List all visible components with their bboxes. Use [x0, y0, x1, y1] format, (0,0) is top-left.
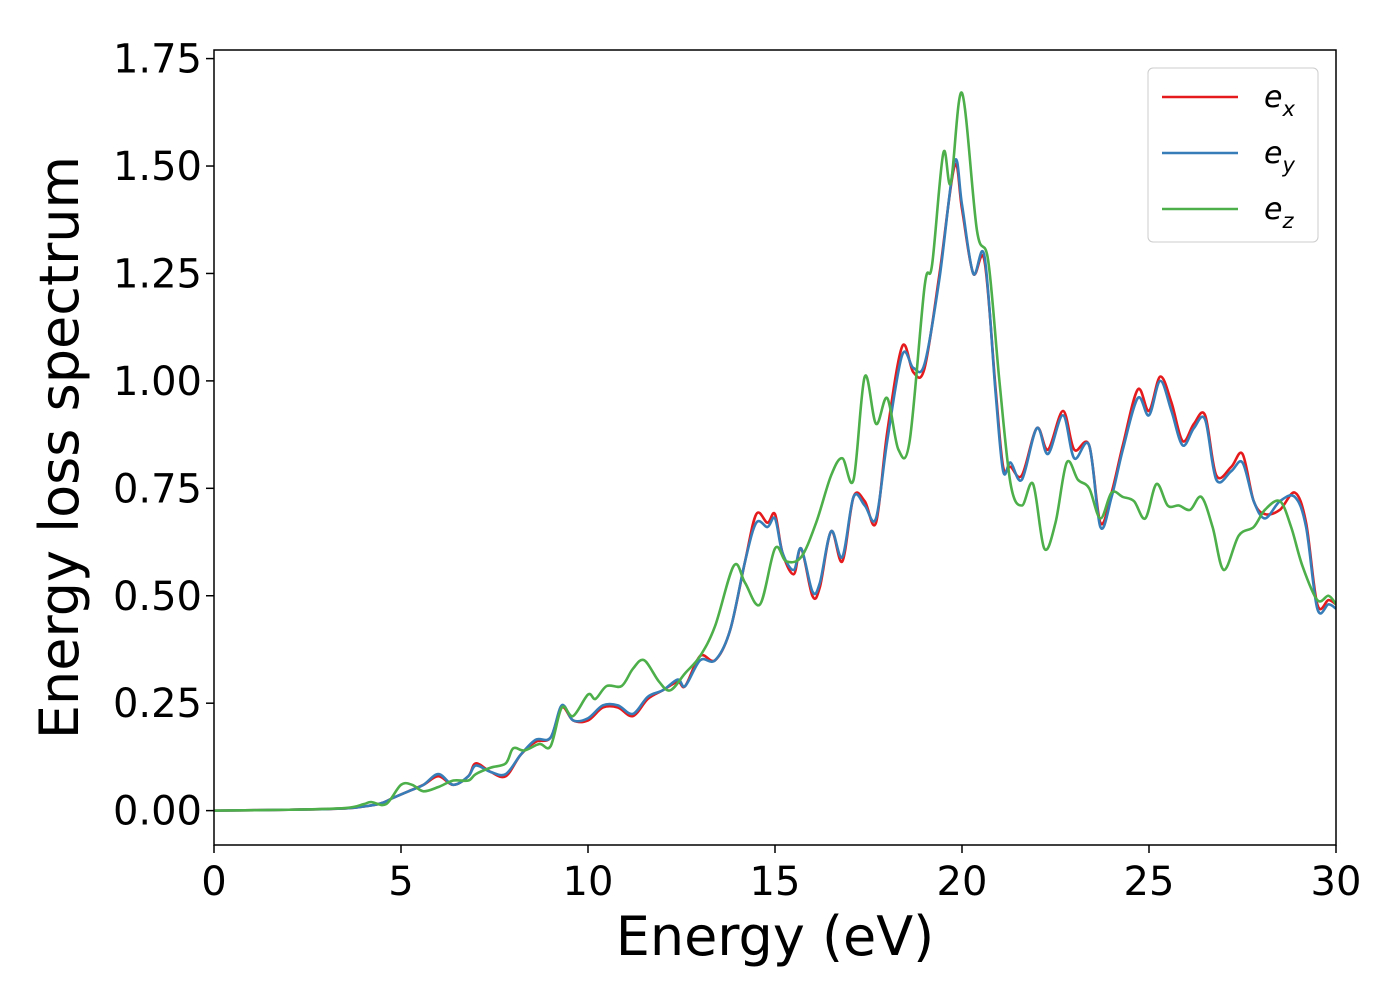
- y-axis-title: Energy loss spectrum: [28, 156, 91, 739]
- series-line-z: [214, 91, 1336, 812]
- series-layer: [214, 91, 1336, 812]
- x-tick-label: 20: [937, 859, 988, 905]
- x-axis-title: Energy (eV): [616, 905, 935, 968]
- legend-label-base: e: [1264, 192, 1282, 227]
- y-tick-label: 0.75: [113, 466, 202, 512]
- x-tick-label: 0: [201, 859, 226, 905]
- y-tick-label: 1.75: [113, 37, 202, 83]
- series-line-x: [214, 162, 1336, 812]
- legend-label-subscript: z: [1281, 209, 1294, 233]
- x-tick-label: 10: [563, 859, 614, 905]
- legend-label-x: ex: [1264, 80, 1295, 121]
- legend-label-z: ez: [1264, 192, 1294, 233]
- x-tick-label: 5: [388, 859, 413, 905]
- y-tick-label: 0.00: [113, 789, 202, 835]
- legend-label-subscript: x: [1281, 97, 1295, 121]
- legend-label-subscript: y: [1281, 153, 1295, 177]
- y-tick-label: 0.25: [113, 681, 202, 727]
- y-tick-label: 1.25: [113, 251, 202, 297]
- series-line-y: [214, 158, 1336, 812]
- y-tick-label: 0.50: [113, 574, 202, 620]
- y-tick-label: 1.00: [113, 359, 202, 405]
- x-tick-label: 30: [1311, 859, 1362, 905]
- legend-box: [1147, 67, 1319, 243]
- legend-label-y: ey: [1264, 136, 1295, 177]
- legend-label-base: e: [1264, 80, 1282, 115]
- x-tick-label: 25: [1124, 859, 1175, 905]
- legend-label-base: e: [1264, 136, 1282, 171]
- y-axis-ticks: 0.00 0.25 0.50 0.75 1.00 1.25 1.50 1.75: [113, 37, 214, 835]
- x-tick-label: 15: [750, 859, 801, 905]
- x-axis-ticks: 0 5 10 15 20 25 30: [201, 845, 1361, 905]
- y-tick-label: 1.50: [113, 144, 202, 190]
